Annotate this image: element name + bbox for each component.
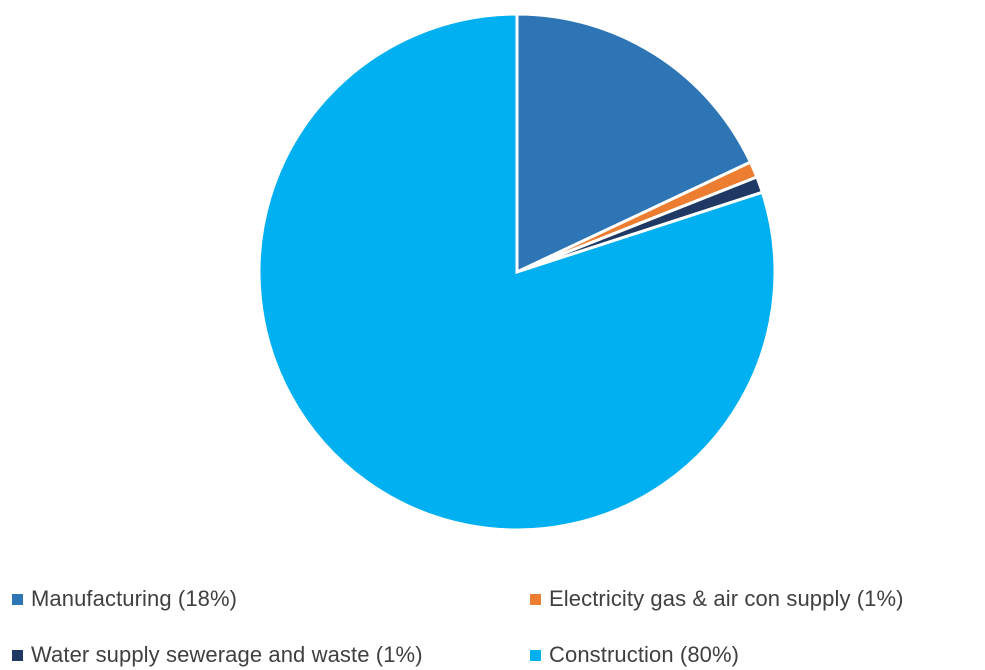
legend-label-water-supply: Water supply sewerage and waste (1%) bbox=[31, 642, 423, 667]
legend-item-manufacturing: Manufacturing (18%) bbox=[12, 584, 237, 614]
pie-chart bbox=[257, 12, 777, 532]
pie-slice-construction bbox=[257, 12, 777, 532]
chart-legend: Manufacturing (18%) Electricity gas & ai… bbox=[0, 578, 985, 669]
legend-swatch-water-supply bbox=[12, 649, 23, 661]
legend-swatch-electricity bbox=[530, 593, 541, 605]
pie-slice-manufacturing bbox=[515, 12, 753, 275]
legend-swatch-manufacturing bbox=[12, 593, 23, 605]
legend-item-water-supply: Water supply sewerage and waste (1%) bbox=[12, 640, 423, 670]
legend-label-electricity: Electricity gas & air con supply (1%) bbox=[549, 586, 904, 611]
legend-item-electricity: Electricity gas & air con supply (1%) bbox=[530, 584, 904, 614]
legend-label-manufacturing: Manufacturing (18%) bbox=[31, 586, 238, 611]
legend-swatch-construction bbox=[530, 649, 541, 661]
pie-chart-svg bbox=[257, 12, 777, 532]
legend-item-construction: Construction (80%) bbox=[530, 640, 739, 670]
legend-label-construction: Construction (80%) bbox=[549, 642, 740, 667]
